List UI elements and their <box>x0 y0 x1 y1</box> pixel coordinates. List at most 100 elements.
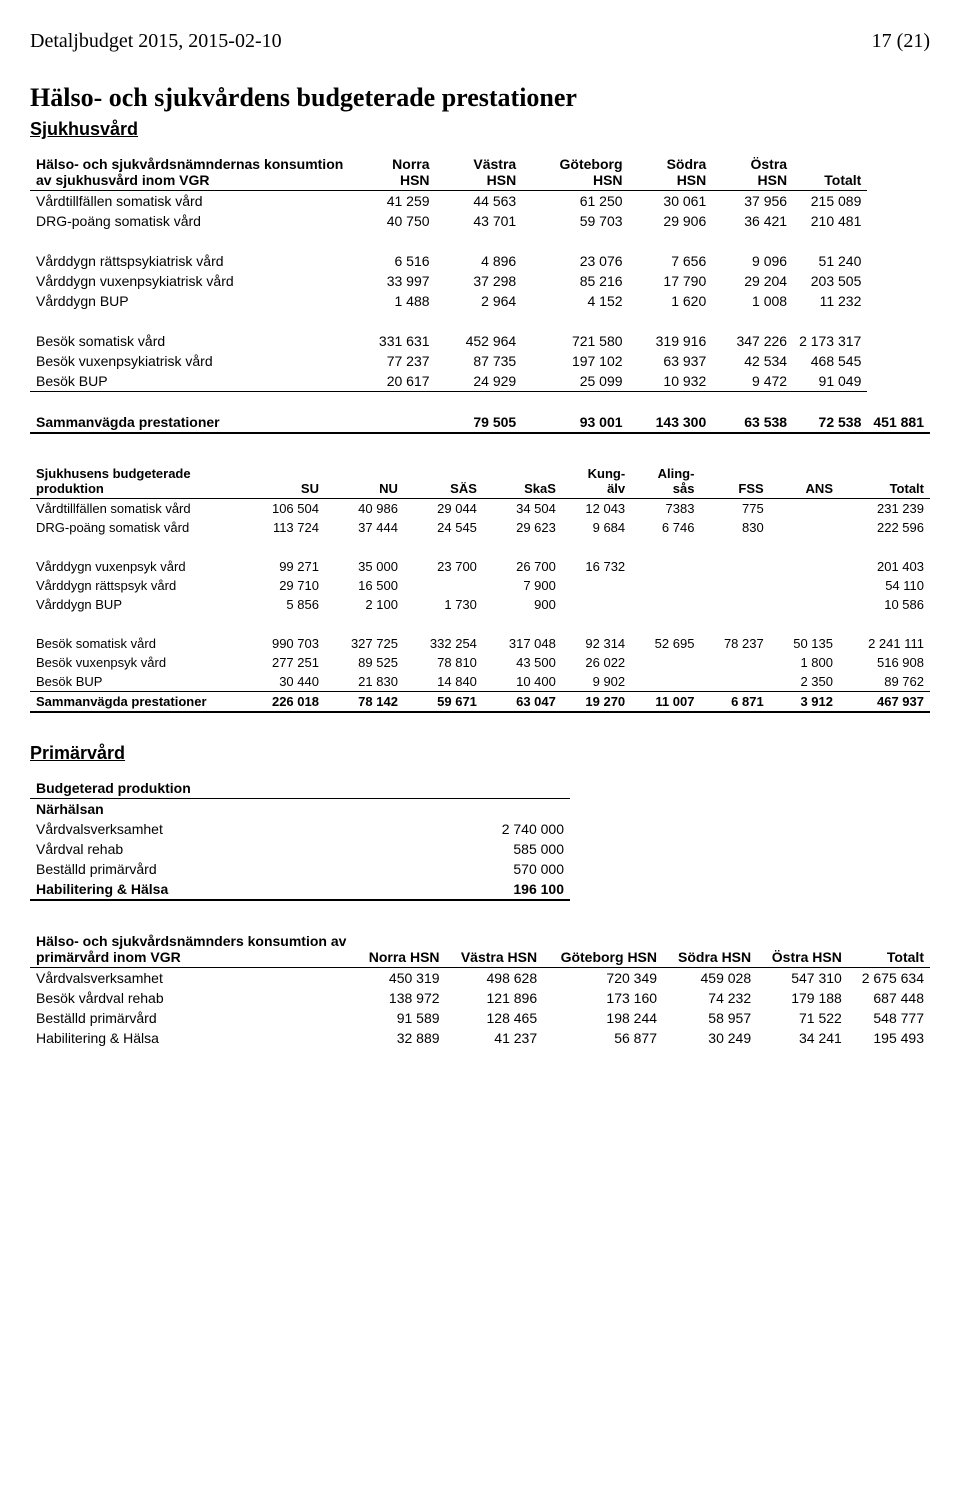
row-value: 78 237 <box>700 634 769 653</box>
row-value: 138 972 <box>354 988 446 1008</box>
row-value <box>631 672 700 691</box>
page-number: 17 (21) <box>872 30 930 53</box>
row-value: 547 310 <box>757 968 848 989</box>
row-value: 195 493 <box>848 1028 930 1048</box>
row-value: 91 589 <box>354 1008 446 1028</box>
row-value: 71 522 <box>757 1008 848 1028</box>
row-value: 24 545 <box>404 518 483 537</box>
row-value: 26 700 <box>483 557 562 576</box>
data-row: Vårdval rehab585 000 <box>30 839 570 859</box>
row-value: 25 099 <box>522 371 628 391</box>
row-value: 198 244 <box>543 1008 663 1028</box>
row-value <box>631 557 700 576</box>
row-value: 2 173 317 <box>793 331 867 351</box>
row-value: 121 896 <box>446 988 544 1008</box>
row-value: 687 448 <box>848 988 930 1008</box>
section-primarvard: Primärvård <box>30 743 930 764</box>
row-value: 85 216 <box>522 271 628 291</box>
row-value: 17 790 <box>629 271 713 291</box>
t2-sum-row: Sammanvägda prestationer 226 01878 14259… <box>30 692 930 713</box>
row-value <box>770 499 839 519</box>
row-value <box>700 595 769 614</box>
row-value: 30 061 <box>629 191 713 212</box>
row-value: 215 089 <box>793 191 867 212</box>
data-row: Besök BUP20 61724 92925 09910 9329 47291… <box>30 371 930 391</box>
row-value: 113 724 <box>246 518 325 537</box>
t1-col: Norra HSN <box>354 154 436 191</box>
data-row: Vårdtillfällen somatisk vård106 50440 98… <box>30 499 930 519</box>
row-value <box>562 595 631 614</box>
row-value: 452 964 <box>436 331 523 351</box>
row-value: 50 135 <box>770 634 839 653</box>
row-value: 34 241 <box>757 1028 848 1048</box>
row-value: 30 249 <box>663 1028 757 1048</box>
data-row: Vårdvalsverksamhet2 740 000 <box>30 819 570 839</box>
row-label: Besök BUP <box>30 672 246 691</box>
row-value: 26 022 <box>562 653 631 672</box>
row-value: 990 703 <box>246 634 325 653</box>
row-value: 56 877 <box>543 1028 663 1048</box>
row-value: 24 929 <box>436 371 523 391</box>
row-value: 99 271 <box>246 557 325 576</box>
row-value: 9 902 <box>562 672 631 691</box>
row-value <box>700 653 769 672</box>
row-label: Vårddygn vuxenpsykiatrisk vård <box>30 271 354 291</box>
row-value: 63 937 <box>629 351 713 371</box>
row-value: 2 964 <box>436 291 523 311</box>
row-label: Besök vårdval rehab <box>30 988 354 1008</box>
data-row: Habilitering & Hälsa32 88941 23756 87730… <box>30 1028 930 1048</box>
row-value: 32 889 <box>354 1028 446 1048</box>
t1-col: Östra HSN <box>712 154 793 191</box>
table-sjukhus-produktion: Sjukhusens budgeterade produktion SUNUSÄ… <box>30 464 930 713</box>
row-value <box>631 595 700 614</box>
row-value: 2 100 <box>325 595 404 614</box>
row-value: 29 623 <box>483 518 562 537</box>
data-row: Besök BUP30 44021 83014 84010 4009 9022 … <box>30 672 930 691</box>
t1-col: Totalt <box>793 154 867 191</box>
row-value <box>404 576 483 595</box>
row-value: 23 076 <box>522 251 628 271</box>
table-konsumtion-sjukhusvard: Hälso- och sjukvårdsnämndernas konsumtio… <box>30 154 930 434</box>
row-value: 5 856 <box>246 595 325 614</box>
row-value: 1 008 <box>712 291 793 311</box>
row-value: 58 957 <box>663 1008 757 1028</box>
row-value: 1 620 <box>629 291 713 311</box>
row-value: 317 048 <box>483 634 562 653</box>
row-label: Vårdvalsverksamhet <box>30 968 354 989</box>
row-value: 34 504 <box>483 499 562 519</box>
data-row: DRG-poäng somatisk vård113 72437 44424 5… <box>30 518 930 537</box>
row-value: 10 932 <box>629 371 713 391</box>
data-row: Vårddygn vuxenpsyk vård99 27135 00023 70… <box>30 557 930 576</box>
row-value: 74 232 <box>663 988 757 1008</box>
row-value: 16 500 <box>325 576 404 595</box>
row-value: 52 695 <box>631 634 700 653</box>
data-row: Besök somatisk vård990 703327 725332 254… <box>30 634 930 653</box>
row-value: 92 314 <box>562 634 631 653</box>
row-value: 43 500 <box>483 653 562 672</box>
row-value <box>770 557 839 576</box>
doc-title-date: Detaljbudget 2015, 2015-02-10 <box>30 30 282 53</box>
row-value: 6 746 <box>631 518 700 537</box>
row-value: 40 986 <box>325 499 404 519</box>
main-heading: Hälso- och sjukvårdens budgeterade prest… <box>30 83 930 113</box>
row-value: 89 525 <box>325 653 404 672</box>
data-row: Vårddygn rättspsykiatrisk vård6 5164 896… <box>30 251 930 271</box>
row-value: 203 505 <box>793 271 867 291</box>
data-row: Vårdvalsverksamhet450 319498 628720 3494… <box>30 968 930 989</box>
row-label: Besök somatisk vård <box>30 634 246 653</box>
row-value: 332 254 <box>404 634 483 653</box>
row-value: 29 044 <box>404 499 483 519</box>
row-value: 277 251 <box>246 653 325 672</box>
row-value <box>770 576 839 595</box>
row-value: 775 <box>700 499 769 519</box>
data-row: Vårddygn rättspsyk vård29 71016 5007 900… <box>30 576 930 595</box>
row-value: 548 777 <box>848 1008 930 1028</box>
row-value: 2 241 111 <box>839 634 930 653</box>
row-value: 900 <box>483 595 562 614</box>
row-value: 77 237 <box>354 351 436 371</box>
row-value: 1 488 <box>354 291 436 311</box>
row-value: 36 421 <box>712 211 793 231</box>
row-value: 91 049 <box>793 371 867 391</box>
row-value <box>631 653 700 672</box>
data-row: Vårddygn vuxenpsykiatrisk vård33 99737 2… <box>30 271 930 291</box>
